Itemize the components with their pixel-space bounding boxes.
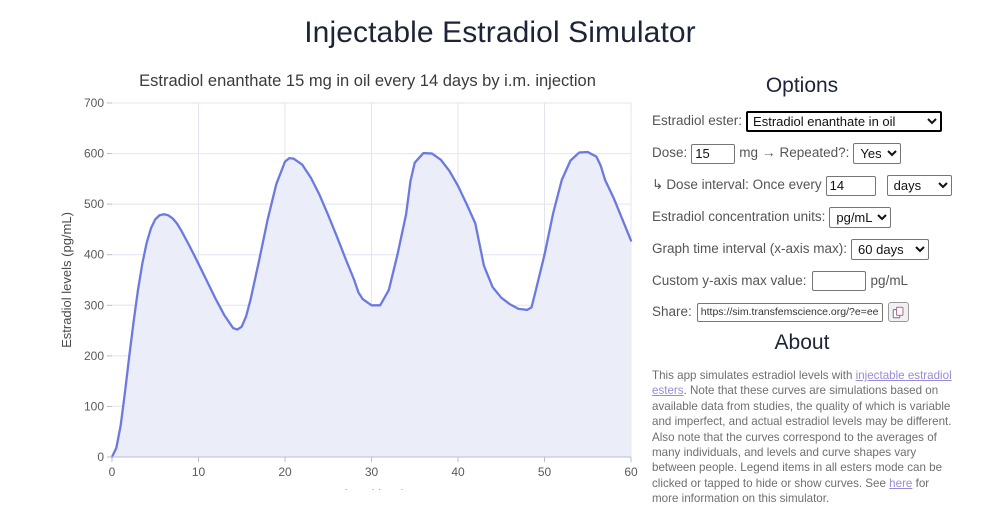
ester-label: Estradiol ester: <box>652 113 743 129</box>
repeated-select[interactable]: Yes <box>853 143 902 164</box>
dose-unit-label: mg <box>739 145 759 161</box>
x-tick-label: 50 <box>538 465 552 479</box>
custom-ymax-row: Custom y-axis max value: pg/mL <box>652 271 952 291</box>
injectable-estradiol-esters-link[interactable]: injectable estradiol esters <box>652 369 952 398</box>
dose-interval-unit-select[interactable]: days <box>886 175 952 196</box>
dose-row: Dose: mg → Repeated?: Yes <box>652 143 952 164</box>
y-tick-label: 500 <box>84 197 104 211</box>
copy-link-button[interactable] <box>887 302 909 322</box>
x-tick-label: 20 <box>278 465 292 479</box>
y-tick-label: 100 <box>84 399 104 413</box>
options-heading: Options <box>765 74 839 97</box>
custom-ymax-unit-label: pg/mL <box>870 272 909 288</box>
dose-interval-input[interactable] <box>825 175 876 196</box>
options-panel: Options Estradiol ester: Estradiol enant… <box>652 74 952 333</box>
x-tick-label: 10 <box>192 465 206 479</box>
series-line <box>110 150 633 459</box>
y-tick-label: 200 <box>84 349 104 363</box>
copy-icon <box>892 306 904 318</box>
about-text-part-3: for more information on this simulator. <box>652 476 930 506</box>
ester-row: Estradiol ester: Estradiol enanthate in … <box>652 111 952 132</box>
dose-arrow-icon: → <box>762 145 776 161</box>
share-url-input[interactable] <box>696 302 883 322</box>
graph-time-interval-select[interactable]: 60 days <box>851 239 930 260</box>
dose-input[interactable] <box>691 143 736 164</box>
x-tick-label: 60 <box>624 465 638 479</box>
estradiol-levels-chart: 0 100 200 300 400 500 600 700 0 10 20 30 40 50 60 Time … <box>59 96 638 490</box>
x-tick-label: 0 <box>109 465 116 479</box>
page-title: Injectable Estradiol Simulator <box>304 16 696 49</box>
concentration-units-row: Estradiol concentration units: pg/mL <box>652 207 952 228</box>
y-tick-label: 300 <box>84 298 104 312</box>
repeated-label: Repeated?: <box>779 145 850 161</box>
concentration-units-select[interactable]: pg/mL <box>829 207 892 228</box>
about-text-part-2: . Note that these curves are simulations… <box>652 384 952 490</box>
y-tick-label: 700 <box>84 96 104 110</box>
y-tick-label: 0 <box>97 450 104 464</box>
graph-time-interval-label: Graph time interval (x-axis max): <box>652 241 848 257</box>
chart-panel: Estradiol enanthate 15 mg in oil every 1… <box>55 72 640 492</box>
about-heading: About <box>774 331 830 354</box>
interval-hook-icon: ↳ <box>652 177 664 193</box>
dose-interval-row: ↳ Dose interval: Once every days <box>652 175 952 196</box>
y-tick-label: 600 <box>84 147 104 161</box>
about-panel: About This app simulates estradiol level… <box>652 331 952 518</box>
concentration-units-label: Estradiol concentration units: <box>652 209 826 225</box>
x-tick-label: 40 <box>451 465 465 479</box>
estradiol-ester-select[interactable]: Estradiol enanthate in oil <box>746 111 943 132</box>
share-row: Share: <box>652 302 952 322</box>
about-text: This app simulates estradiol levels with… <box>652 368 952 507</box>
x-tick-label: 30 <box>365 465 379 479</box>
x-axis-title: Time (days) <box>337 487 405 490</box>
dose-label: Dose: <box>652 145 688 161</box>
about-text-part-1: This app simulates estradiol levels with <box>652 369 856 382</box>
custom-ymax-input[interactable] <box>811 271 866 291</box>
here-link[interactable]: here <box>889 476 913 490</box>
chart-title: Estradiol enanthate 15 mg in oil every 1… <box>139 72 596 90</box>
y-tick-label: 400 <box>84 248 104 262</box>
share-label: Share: <box>652 303 692 319</box>
y-axis-title: Estradiol levels (pg/mL) <box>59 212 74 348</box>
custom-ymax-label: Custom y-axis max value: <box>652 272 807 288</box>
graph-time-interval-row: Graph time interval (x-axis max): 60 day… <box>652 239 952 260</box>
dose-interval-label: Dose interval: Once every <box>666 177 822 193</box>
series-area <box>112 152 631 458</box>
